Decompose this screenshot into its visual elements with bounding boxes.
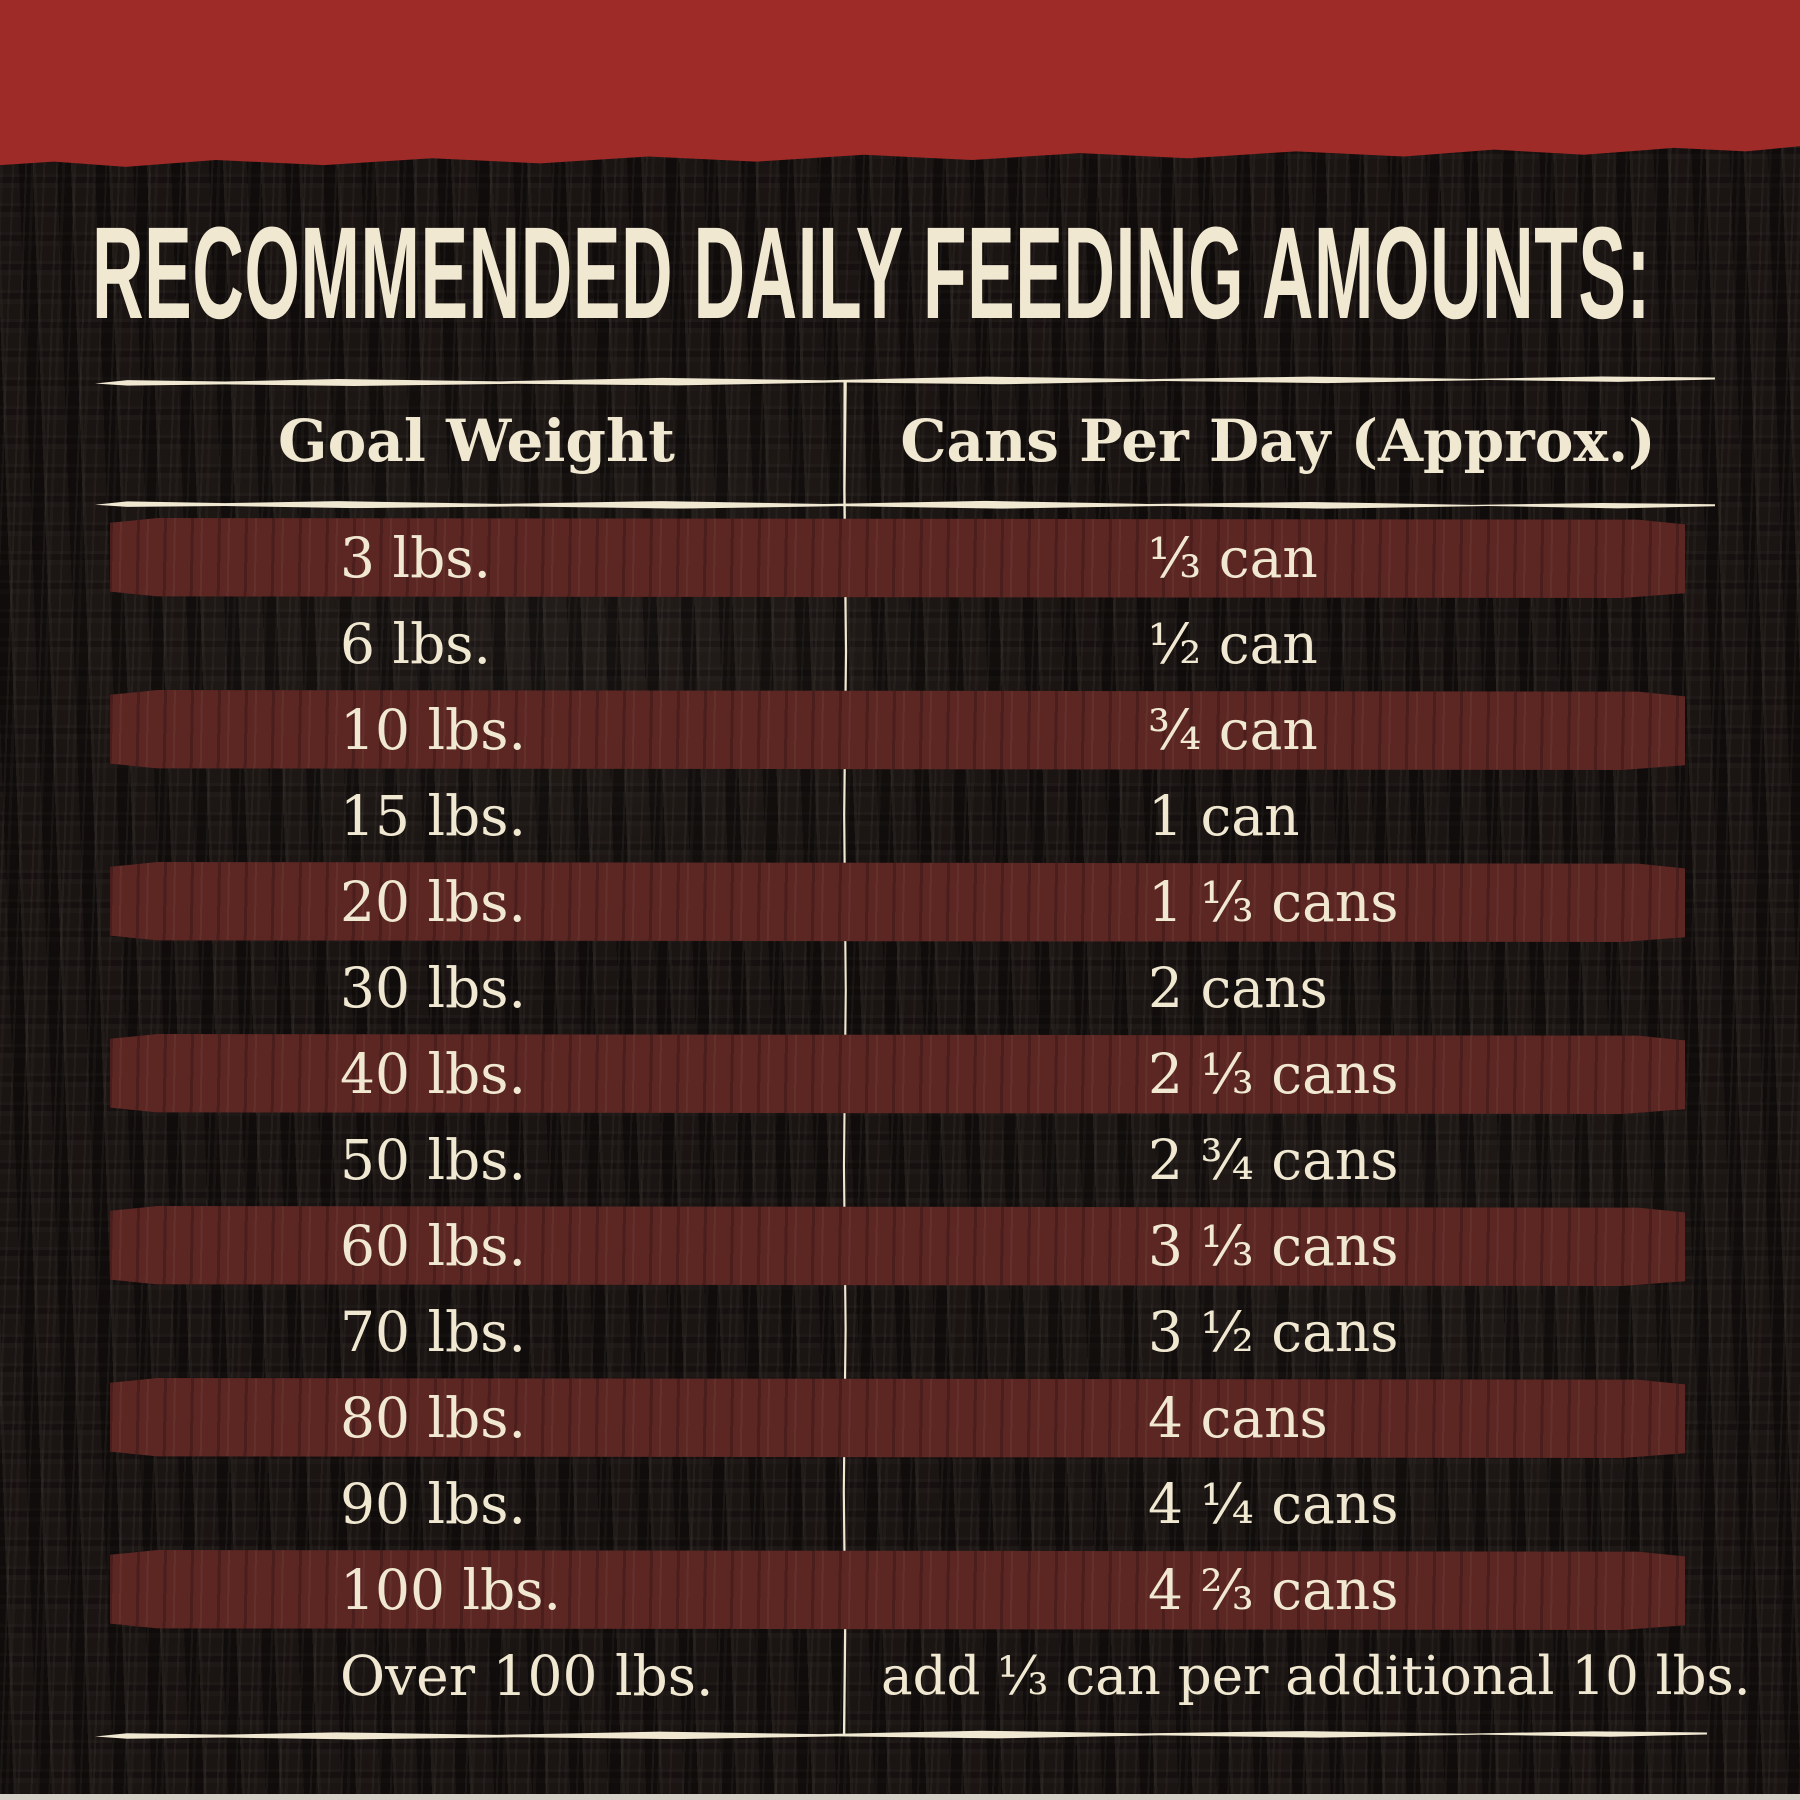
table-row: 100 lbs. 4 ⅔ cans — [0, 1547, 1800, 1633]
goal-weight-value: Over 100 lbs. — [340, 1643, 714, 1708]
table-row: 6 lbs. ½ can — [0, 601, 1800, 687]
table-row: 80 lbs. 4 cans — [0, 1375, 1800, 1461]
cans-per-day-value: 1 ⅓ cans — [1148, 869, 1399, 934]
feeding-table: 3 lbs. ⅓ can 6 lbs. ½ can 10 lbs. ¾ can … — [0, 515, 1800, 1719]
cans-per-day-value: ½ can — [1148, 611, 1318, 676]
goal-weight-value: 40 lbs. — [340, 1041, 526, 1106]
goal-weight-value: 80 lbs. — [340, 1385, 526, 1450]
goal-weight-value: 15 lbs. — [340, 783, 526, 848]
goal-weight-value: 90 lbs. — [340, 1471, 526, 1536]
table-row: 20 lbs. 1 ⅓ cans — [0, 859, 1800, 945]
table-row: 15 lbs. 1 can — [0, 773, 1800, 859]
table-row: 50 lbs. 2 ¾ cans — [0, 1117, 1800, 1203]
goal-weight-value: 20 lbs. — [340, 869, 526, 934]
rule-under-headers — [95, 498, 1715, 511]
page-title: RECOMMENDED DAILY FEEDING AMOUNTS: — [92, 199, 1651, 346]
cans-per-day-value: 3 ½ cans — [1148, 1299, 1399, 1364]
goal-weight-value: 10 lbs. — [340, 697, 526, 762]
goal-weight-value: 3 lbs. — [340, 525, 491, 590]
cans-per-day-value: 4 ¼ cans — [1148, 1471, 1399, 1536]
table-row: 70 lbs. 3 ½ cans — [0, 1289, 1800, 1375]
cans-per-day-value: 4 cans — [1148, 1385, 1328, 1450]
table-row: 90 lbs. 4 ¼ cans — [0, 1461, 1800, 1547]
cans-per-day-value: ⅓ can — [1148, 525, 1318, 590]
goal-weight-value: 100 lbs. — [340, 1557, 561, 1622]
table-row: 3 lbs. ⅓ can — [0, 515, 1800, 601]
bottom-rule — [95, 1728, 1707, 1740]
rule-under-title — [95, 373, 1715, 387]
goal-weight-value: 6 lbs. — [340, 611, 491, 676]
cans-per-day-value: add ⅓ can per additional 10 lbs. — [881, 1645, 1751, 1707]
table-row: 40 lbs. 2 ⅓ cans — [0, 1031, 1800, 1117]
column-header-cans-per-day: Cans Per Day (Approx.) — [900, 407, 1656, 475]
column-header-goal-weight: Goal Weight — [278, 407, 675, 475]
top-red-band — [0, 0, 1800, 167]
cans-per-day-value: 2 cans — [1148, 955, 1328, 1020]
table-row: Over 100 lbs. add ⅓ can per additional 1… — [0, 1633, 1800, 1719]
cans-per-day-value: ¾ can — [1148, 697, 1318, 762]
cans-per-day-value: 4 ⅔ cans — [1148, 1557, 1399, 1622]
cans-per-day-value: 2 ⅓ cans — [1148, 1041, 1399, 1106]
photo-bottom-edge — [0, 1794, 1800, 1800]
cans-per-day-value: 1 can — [1148, 783, 1300, 848]
cans-per-day-value: 3 ⅓ cans — [1148, 1213, 1399, 1278]
table-row: 60 lbs. 3 ⅓ cans — [0, 1203, 1800, 1289]
cans-per-day-value: 2 ¾ cans — [1148, 1127, 1399, 1192]
goal-weight-value: 60 lbs. — [340, 1213, 526, 1278]
table-row: 30 lbs. 2 cans — [0, 945, 1800, 1031]
table-row: 10 lbs. ¾ can — [0, 687, 1800, 773]
goal-weight-value: 70 lbs. — [340, 1299, 526, 1364]
goal-weight-value: 50 lbs. — [340, 1127, 526, 1192]
goal-weight-value: 30 lbs. — [340, 955, 526, 1020]
